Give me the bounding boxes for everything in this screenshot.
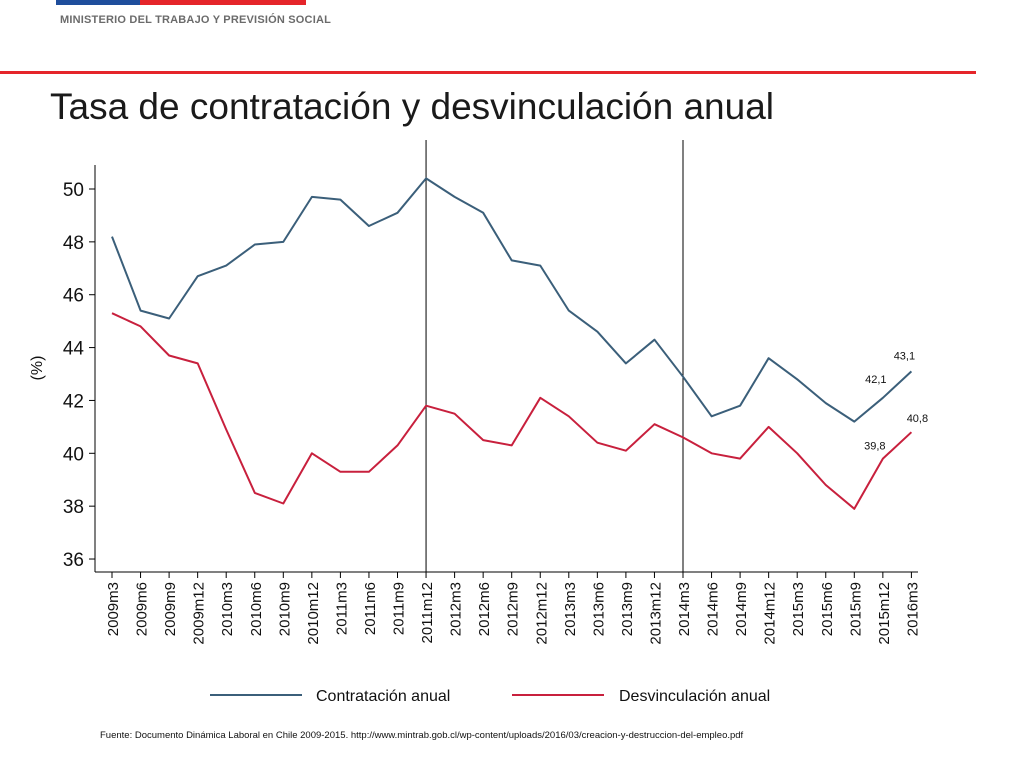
x-tick-label: 2015m12 <box>876 582 893 645</box>
x-tick-label: 2015m9 <box>847 582 864 636</box>
y-tick-label: 40 <box>63 444 84 465</box>
x-tick-label: 2010m9 <box>276 582 293 636</box>
x-tick-label: 2013m6 <box>590 582 607 636</box>
flag-stripe-blue <box>56 0 140 5</box>
data-label: 40,8 <box>907 413 928 425</box>
x-tick-label: 2015m6 <box>819 582 836 636</box>
y-tick-label: 44 <box>63 339 85 360</box>
series-line-contratacion <box>111 177 913 423</box>
x-tick-label: 2010m12 <box>305 582 322 645</box>
x-tick-label: 2013m9 <box>619 582 636 636</box>
x-tick-label: 2010m3 <box>219 582 236 636</box>
series-line-desvinculacion <box>111 312 913 510</box>
x-tick-label: 2014m12 <box>762 582 779 645</box>
x-tick-label: 2013m12 <box>647 582 664 645</box>
data-label: 43,1 <box>894 350 915 362</box>
flag-stripe-red <box>140 0 306 5</box>
ministry-name: MINISTERIO DEL TRABAJO Y PREVISIÓN SOCIA… <box>60 14 332 26</box>
x-tick-label: 2011m3 <box>333 582 350 635</box>
x-tick-label: 2012m6 <box>476 582 493 636</box>
x-tick-label: 2014m6 <box>705 582 722 636</box>
x-tick-label: 2009m9 <box>162 582 179 636</box>
legend-label: Contratación anual <box>316 688 450 705</box>
x-tick-label: 2014m3 <box>676 582 693 636</box>
y-tick-label: 38 <box>63 497 84 518</box>
x-tick-label: 2009m6 <box>134 582 151 636</box>
data-label: 39,8 <box>864 441 885 453</box>
y-tick-label: 46 <box>63 286 84 307</box>
x-tick-label: 2015m3 <box>790 582 807 636</box>
x-tick-label: 2014m9 <box>733 582 750 636</box>
x-tick-label: 2013m3 <box>562 582 579 636</box>
x-tick-label: 2009m3 <box>105 582 122 636</box>
data-label: 42,1 <box>865 374 886 386</box>
x-tick-label: 2012m3 <box>448 582 465 636</box>
x-tick-label: 2011m12 <box>419 582 436 643</box>
legend-label: Desvinculación anual <box>619 688 770 705</box>
source-note: Fuente: Documento Dinámica Laboral en Ch… <box>100 730 744 741</box>
y-tick-label: 36 <box>63 550 84 571</box>
y-axis-label: (%) <box>29 356 46 381</box>
x-tick-label: 2011m9 <box>391 582 408 635</box>
y-tick-label: 50 <box>63 180 84 201</box>
slide-title: Tasa de contratación y desvinculación an… <box>50 86 775 127</box>
x-tick-label: 2016m3 <box>904 582 921 636</box>
x-tick-label: 2009m12 <box>191 582 208 645</box>
x-tick-label: 2012m9 <box>505 582 522 636</box>
flag-stripe <box>56 0 306 5</box>
y-tick-label: 48 <box>63 233 84 254</box>
x-tick-label: 2010m6 <box>248 582 265 636</box>
x-tick-label: 2011m6 <box>362 582 379 635</box>
header-rule <box>0 71 976 74</box>
y-tick-label: 42 <box>63 391 84 412</box>
x-tick-label: 2012m12 <box>533 582 550 645</box>
